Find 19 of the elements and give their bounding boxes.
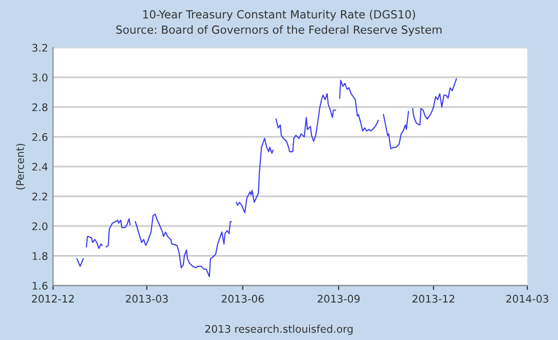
x-tick-label: 2012-12: [32, 294, 74, 303]
y-axis-title: (Percent): [16, 144, 26, 190]
y-tick-label: 2.4: [32, 162, 48, 171]
y-tick-label: 3.0: [32, 74, 48, 82]
y-tick-label: 1.8: [32, 252, 48, 260]
y-tick-label: 3.2: [32, 44, 48, 52]
text: 2013 research.stlouisfed.org: [205, 324, 353, 335]
chart-subtitle: Source: Board of Governors of the Federal Reserve System: [116, 25, 442, 36]
x-tick-label: 2014-03: [506, 294, 548, 303]
y-tick-label: 2.8: [32, 103, 48, 112]
x-tick-label: 2013-09: [318, 294, 360, 303]
x-tick-label: 2013-12: [412, 294, 454, 303]
y-tick-label: 2.0: [32, 222, 48, 230]
y-tick-label: 2.6: [32, 133, 48, 141]
x-tick-label: 2013-03: [126, 294, 168, 303]
y-tick-label: 2.2: [32, 192, 48, 200]
y-tick-label: 1.6: [32, 282, 48, 290]
chart-title: 10-Year Treasury Constant Maturity Rate (DGS10): [143, 10, 416, 21]
x-tick-label: 2013-06: [222, 294, 264, 303]
